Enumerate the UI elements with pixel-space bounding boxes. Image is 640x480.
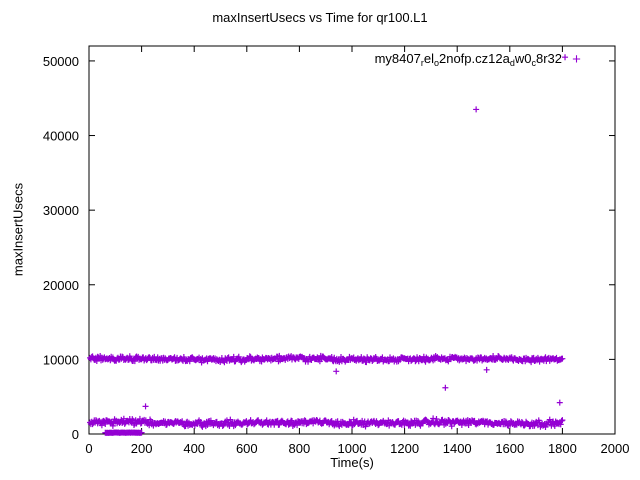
plot-frame [88,45,616,435]
legend-label-subscript: c [531,58,536,68]
x-axis-tick-label: 2000 [601,441,630,456]
y-axis-tick-label: 30000 [43,203,79,218]
legend-label-segment: el [423,51,434,66]
x-axis-tick-label: 1600 [495,441,524,456]
x-axis-tick-label: 600 [236,441,258,456]
y-axis-tick-label: 50000 [43,54,79,69]
chart-title: maxInsertUsecs vs Time for qr100.L1 [212,10,428,25]
x-axis-tick-label: 800 [289,441,311,456]
legend-label-segment: my8407 [374,51,421,66]
x-axis-tick-label: 1000 [338,441,367,456]
legend-label-segment: 2nofp.cz12a [438,51,510,66]
x-axis-tick-label: 1400 [443,441,472,456]
x-axis-tick-label: 1800 [548,441,577,456]
legend-series-label: my8407relo2nofp.cz12adw0c8r32 [374,51,562,68]
x-axis-title: Time(s) [330,455,374,470]
x-axis-tick-label: 400 [183,441,205,456]
legend-marker-icon: + [572,51,581,68]
y-axis-tick-label: 20000 [43,278,79,293]
y-axis-tick-label: 10000 [43,352,79,367]
data-series-points [87,54,569,436]
y-axis-tick-label: 0 [72,427,79,442]
x-axis-tick-label: 0 [85,441,92,456]
legend-label-segment: 8r32 [535,51,562,66]
x-axis-tick-label: 1200 [390,441,419,456]
legend-label-subscript: d [509,58,515,68]
legend-label-subscript: r [420,58,424,68]
legend-label-subscript: o [433,58,439,68]
x-axis-tick-label: 200 [131,441,153,456]
legend-label-segment: w0 [514,51,532,66]
y-axis-tick-label: 40000 [43,129,79,144]
